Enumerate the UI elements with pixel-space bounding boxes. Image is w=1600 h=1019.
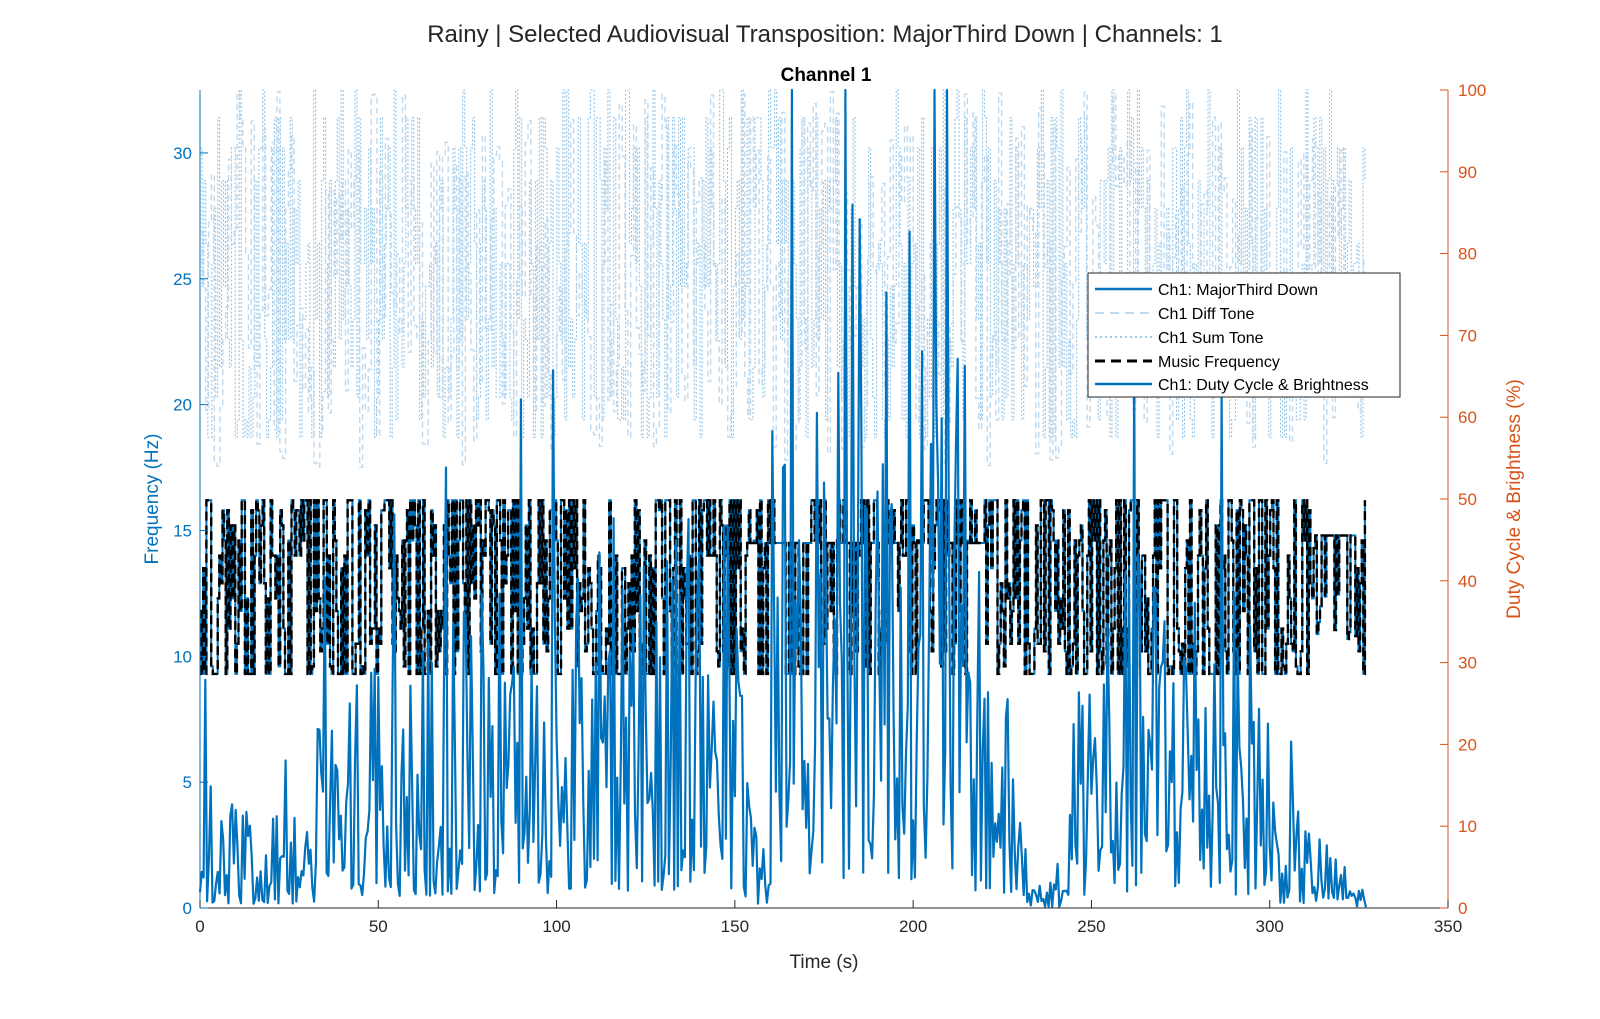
y-right-tick-label: 40 — [1458, 572, 1477, 591]
x-tick-label: 250 — [1077, 917, 1105, 936]
y-right-tick-label: 10 — [1458, 817, 1477, 836]
y-left-tick-label: 25 — [173, 270, 192, 289]
y-left-tick-label: 30 — [173, 144, 192, 163]
legend: Ch1: MajorThird Down Ch1 Diff Tone Ch1 S… — [1087, 272, 1401, 398]
y-right-tick-label: 100 — [1458, 81, 1486, 100]
y-left-tick-label: 0 — [183, 899, 192, 918]
y-axis-right-label: Duty Cycle & Brightness (%) — [1504, 379, 1525, 619]
y-left-tick-label: 5 — [183, 773, 192, 792]
x-tick-label: 100 — [542, 917, 570, 936]
x-tick-label: 200 — [899, 917, 927, 936]
y-left-tick-label: 10 — [173, 647, 192, 666]
chart-title: Channel 1 — [781, 65, 872, 86]
chart-suptitle: Rainy | Selected Audiovisual Transpositi… — [427, 21, 1223, 48]
y-right-tick-label: 70 — [1458, 326, 1477, 345]
series-line-diff-tone — [200, 90, 1365, 468]
legend-label-2: Ch1 Sum Tone — [1158, 330, 1264, 347]
x-tick-label: 300 — [1256, 917, 1284, 936]
x-tick-label: 150 — [721, 917, 749, 936]
legend-label-4: Ch1: Duty Cycle & Brightness — [1158, 377, 1369, 394]
legend-label-0: Ch1: MajorThird Down — [1158, 282, 1318, 299]
x-tick-label: 0 — [195, 917, 204, 936]
x-tick-label: 350 — [1434, 917, 1462, 936]
y-left-tick-label: 20 — [173, 396, 192, 415]
x-axis-label: Time (s) — [790, 952, 859, 973]
legend-box — [1087, 272, 1401, 398]
plot-area — [198, 88, 1368, 908]
y-right-tick-label: 20 — [1458, 735, 1477, 754]
series-line-duty-cycle — [198, 88, 1368, 908]
tick-marks: 0 50 100 150 200 250 300 3500510152025300102030… — [173, 81, 1486, 936]
x-tick-label: 50 — [369, 917, 388, 936]
legend-label-1: Ch1 Diff Tone — [1158, 306, 1254, 323]
y-axis-left-label: Frequency (Hz) — [142, 434, 163, 565]
legend-label-3: Music Frequency — [1158, 354, 1280, 371]
y-left-tick-label: 15 — [173, 521, 192, 540]
y-right-tick-label: 30 — [1458, 654, 1477, 673]
y-right-tick-label: 80 — [1458, 245, 1477, 264]
y-right-tick-label: 90 — [1458, 163, 1477, 182]
y-right-tick-label: 50 — [1458, 490, 1477, 509]
y-right-tick-label: 60 — [1458, 408, 1477, 427]
y-right-tick-label: 0 — [1458, 899, 1467, 918]
